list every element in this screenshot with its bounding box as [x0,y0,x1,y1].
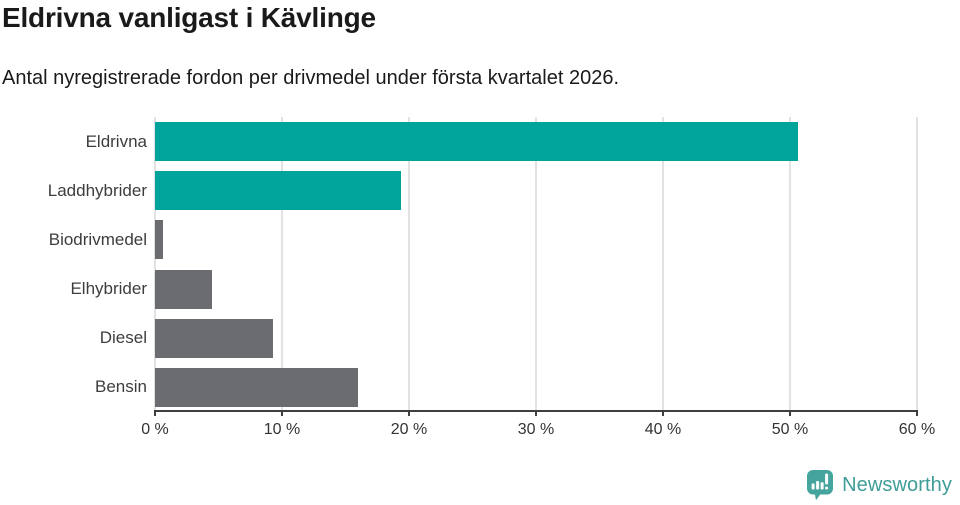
x-tick-label-30: 30 % [517,421,555,438]
category-label-elhybrider: Elhybrider [70,279,147,298]
gridline-30 [535,117,537,410]
x-tick-label-60: 60 % [898,421,936,438]
newsworthy-bubble-barchart-icon [806,469,834,501]
bar-row-laddhybrider: Laddhybrider [48,166,917,215]
bar-row-eldrivna: Eldrivna [86,117,917,166]
gridline-40 [661,117,664,410]
x-tick-mark-30 [535,410,537,416]
bar-eldrivna [155,122,798,161]
x-tick-label-0: 0 % [141,421,169,438]
chart-title: Eldrivna vanligast i Kävlinge [2,2,376,33]
bar-row-bensin: Bensin [95,363,917,412]
gridline-50 [789,117,791,410]
x-tick-mark-0 [154,410,156,416]
bar-row-diesel: Diesel [100,314,917,363]
x-tick-mark-50 [789,410,791,416]
plot-area: 0 % 10 % 20 % 30 % 40 % 50 % 60 % Eldrivna Laddh… [48,117,935,438]
gridline-20 [407,117,410,410]
gridline-60 [916,117,918,410]
newsworthy-logo-text: Newsworthy [842,473,952,496]
newsworthy-logo: Newsworthy [806,469,952,501]
x-tick-mark-10 [280,410,283,416]
chart-subtitle: Antal nyregistrerade fordon per drivmede… [2,67,620,89]
x-tick-mark-20 [407,410,410,416]
bar-biodrivmedel [155,220,163,260]
gridline-10 [280,117,283,410]
bar-bensin [155,367,359,407]
category-label-biodrivmedel: Biodrivmedel [48,229,147,249]
bar-laddhybrider [155,171,402,211]
x-tick-label-50: 50 % [771,421,809,438]
bar-row-biodrivmedel: Biodrivmedel [49,215,917,264]
category-label-eldrivna: Eldrivna [85,131,147,151]
x-tick-label-10: 10 % [263,421,301,438]
x-tick-label-20: 20 % [390,421,428,438]
category-label-diesel: Diesel [99,328,147,348]
x-tick-label-40: 40 % [644,421,682,438]
gridline-0 [154,117,156,410]
category-label-bensin: Bensin [95,377,147,397]
bar-row-elhybrider: Elhybrider [70,265,917,314]
bar-diesel [155,318,274,358]
bar-elhybrider [155,269,213,309]
category-label-laddhybrider: Laddhybrider [47,180,147,200]
x-tick-mark-60 [916,410,918,416]
x-tick-mark-40 [661,410,664,416]
